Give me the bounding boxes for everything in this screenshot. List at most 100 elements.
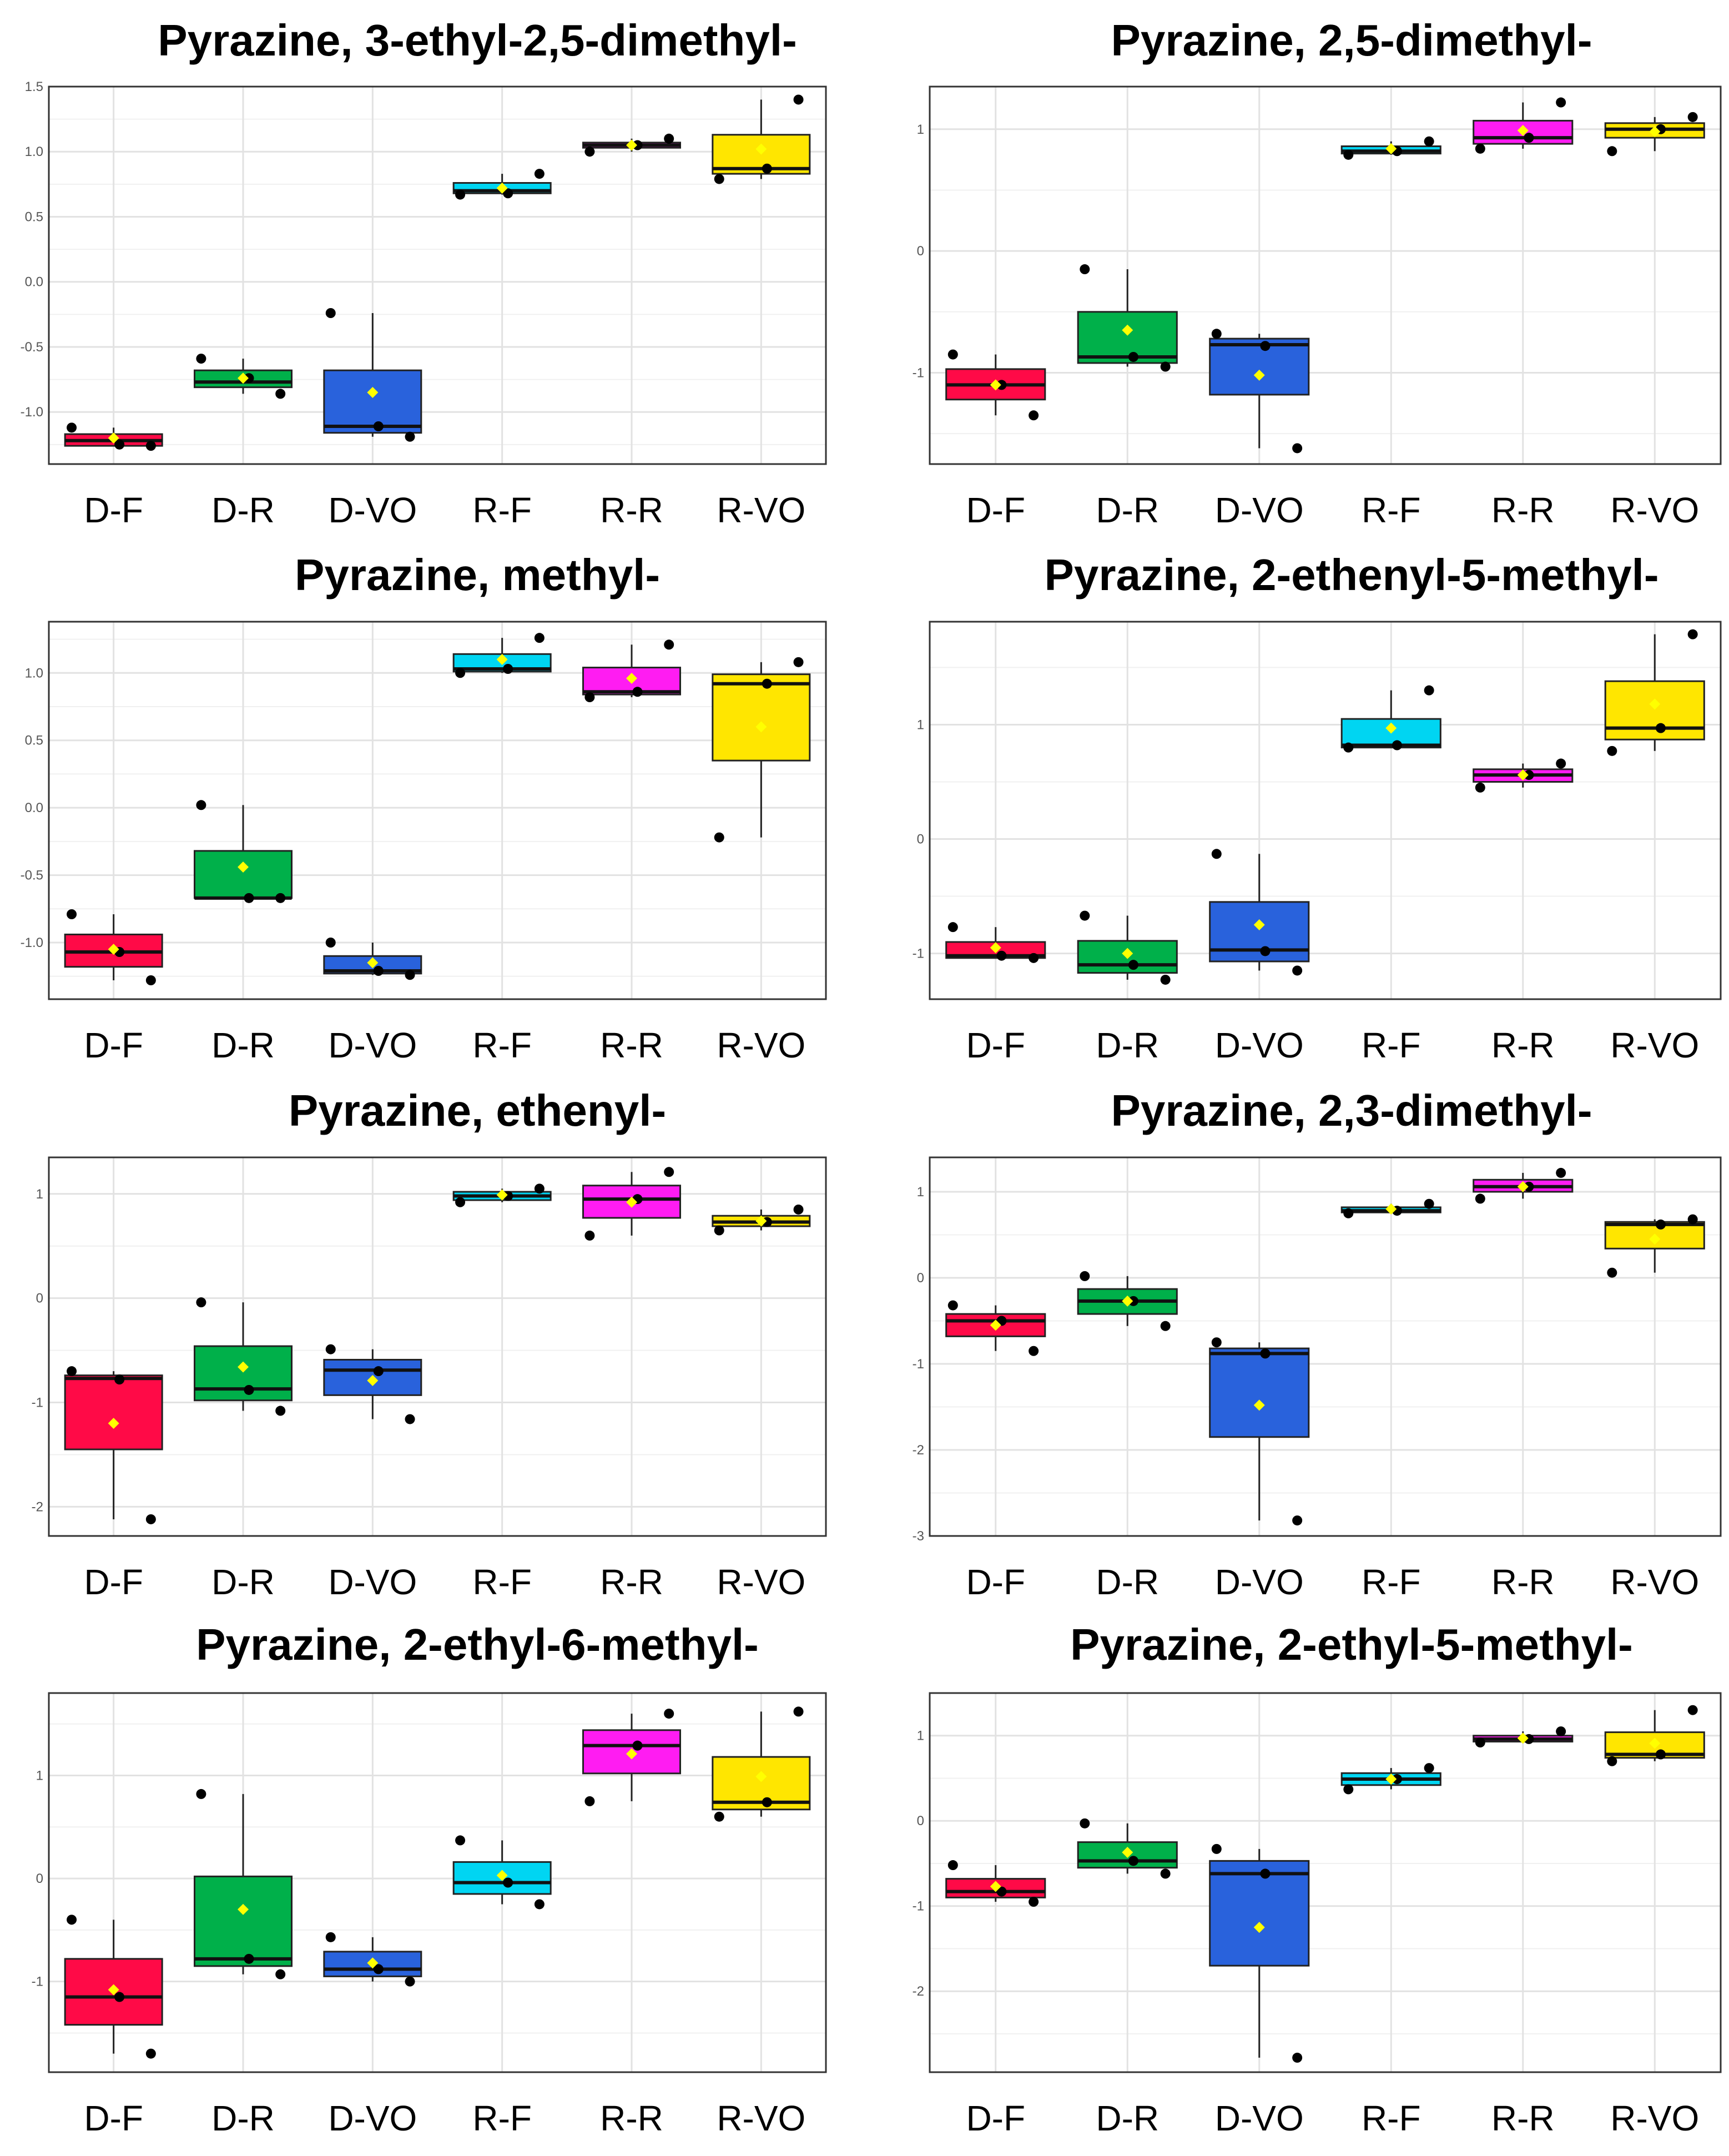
x-tick-label: R-F bbox=[1362, 490, 1421, 530]
mean-marker bbox=[238, 862, 249, 873]
data-point bbox=[1128, 960, 1138, 970]
mean-marker bbox=[1385, 143, 1397, 154]
data-point bbox=[1655, 723, 1666, 733]
data-point bbox=[325, 1932, 336, 1942]
x-tick-label: D-VO bbox=[328, 1025, 417, 1065]
data-point bbox=[196, 800, 206, 810]
x-tick-label: D-F bbox=[84, 1025, 143, 1065]
data-point bbox=[1687, 1214, 1698, 1225]
x-tick-label: R-R bbox=[600, 1025, 663, 1065]
data-point bbox=[1524, 1181, 1534, 1192]
x-tick-label: R-VO bbox=[1610, 490, 1699, 530]
x-tick-label: D-R bbox=[1096, 2098, 1159, 2138]
mean-marker bbox=[1517, 769, 1529, 781]
data-point bbox=[947, 1860, 958, 1871]
data-point bbox=[1160, 1321, 1171, 1331]
x-tick-label: D-VO bbox=[328, 1562, 417, 1602]
box-d-vo bbox=[1209, 1860, 1310, 1967]
mean-marker bbox=[108, 1984, 119, 1996]
data-point bbox=[762, 163, 772, 174]
mean-marker bbox=[755, 721, 767, 733]
data-point bbox=[1029, 1897, 1039, 1907]
data-point bbox=[455, 668, 466, 678]
data-point bbox=[1475, 143, 1485, 154]
mean-marker bbox=[1253, 919, 1265, 931]
plot-frame bbox=[929, 1692, 1722, 2073]
y-tick-label: -1 bbox=[32, 1974, 43, 1989]
data-point bbox=[244, 373, 254, 384]
data-point bbox=[145, 2048, 156, 2059]
y-tick-label: 1 bbox=[36, 1768, 43, 1783]
data-point bbox=[145, 1514, 156, 1524]
chart-title: Pyrazine, 2-ethyl-5-methyl- bbox=[1070, 1620, 1633, 1669]
x-tick-label: R-R bbox=[1491, 1025, 1555, 1065]
mean-marker bbox=[367, 387, 379, 399]
mean-marker bbox=[1517, 1732, 1529, 1744]
y-tick-label: 1.5 bbox=[25, 79, 43, 94]
data-point bbox=[1029, 953, 1039, 963]
x-tick-label: D-F bbox=[84, 1562, 143, 1602]
data-point bbox=[793, 1706, 804, 1717]
data-point bbox=[325, 1344, 336, 1354]
mean-marker bbox=[1385, 1774, 1397, 1785]
data-point bbox=[1128, 1856, 1138, 1866]
mean-marker bbox=[1649, 126, 1661, 138]
data-point bbox=[1424, 136, 1434, 147]
data-point bbox=[664, 1167, 674, 1177]
mean-marker bbox=[755, 1771, 767, 1782]
x-tick-label: D-VO bbox=[1215, 2098, 1304, 2138]
data-point bbox=[1260, 341, 1271, 351]
data-point bbox=[632, 140, 643, 150]
data-point bbox=[1392, 740, 1402, 750]
y-tick-label: -1 bbox=[913, 1357, 924, 1372]
data-point bbox=[196, 1789, 206, 1799]
mean-marker bbox=[1253, 369, 1265, 381]
y-tick-label: 1 bbox=[917, 717, 924, 732]
y-tick-label: 0.5 bbox=[25, 733, 43, 748]
data-point bbox=[534, 1899, 545, 1910]
data-point bbox=[1128, 1296, 1138, 1306]
data-point bbox=[534, 633, 545, 643]
data-point bbox=[996, 380, 1007, 390]
data-point bbox=[325, 308, 336, 318]
chart-panel: Pyrazine, 3-ethyl-2,5-dimethyl- -1.0 -0.5 0… bbox=[21, 16, 827, 530]
data-point bbox=[793, 657, 804, 667]
chart-panel: Pyrazine, 2,3-dimethyl- -3 -2 -1 0 1 D-F D-R D-V… bbox=[913, 1086, 1722, 1602]
mean-marker bbox=[990, 1881, 1001, 1892]
data-point bbox=[1607, 1756, 1617, 1766]
data-point bbox=[503, 664, 513, 674]
y-tick-label: 0 bbox=[36, 1871, 43, 1886]
mean-marker bbox=[1122, 324, 1133, 336]
data-point bbox=[996, 1886, 1007, 1897]
data-point bbox=[455, 1197, 466, 1207]
data-point bbox=[455, 1835, 466, 1846]
data-point bbox=[947, 1300, 958, 1311]
mean-marker bbox=[755, 1215, 767, 1227]
chart-title: Pyrazine, 2,3-dimethyl- bbox=[1111, 1086, 1592, 1135]
data-point bbox=[145, 975, 156, 985]
data-point bbox=[1260, 1348, 1271, 1359]
data-point bbox=[1260, 946, 1271, 956]
data-point bbox=[1029, 410, 1039, 421]
chart-title: Pyrazine, 2-ethyl-6-methyl- bbox=[196, 1620, 759, 1669]
box-d-vo bbox=[1209, 337, 1310, 396]
data-point bbox=[1211, 1337, 1222, 1348]
data-point bbox=[405, 970, 415, 980]
data-point bbox=[1556, 97, 1566, 108]
chart-panel: Pyrazine, 2,5-dimethyl- -1 0 1 D-F D-R D-VO R-F… bbox=[913, 16, 1722, 530]
x-tick-label: D-F bbox=[966, 2098, 1025, 2138]
y-tick-label: 1.0 bbox=[25, 666, 43, 681]
x-tick-label: D-F bbox=[966, 1025, 1025, 1065]
data-point bbox=[1080, 910, 1090, 921]
data-point bbox=[1080, 1271, 1090, 1281]
data-point bbox=[67, 422, 77, 433]
data-point bbox=[114, 1374, 125, 1385]
data-point bbox=[1343, 149, 1354, 160]
box-d-r bbox=[1077, 311, 1178, 364]
y-tick-label: 0 bbox=[917, 832, 924, 847]
data-point bbox=[503, 188, 513, 199]
data-point bbox=[114, 439, 125, 450]
mean-marker bbox=[755, 143, 767, 155]
box-d-vo bbox=[1209, 901, 1310, 963]
mean-marker bbox=[1253, 1399, 1265, 1411]
